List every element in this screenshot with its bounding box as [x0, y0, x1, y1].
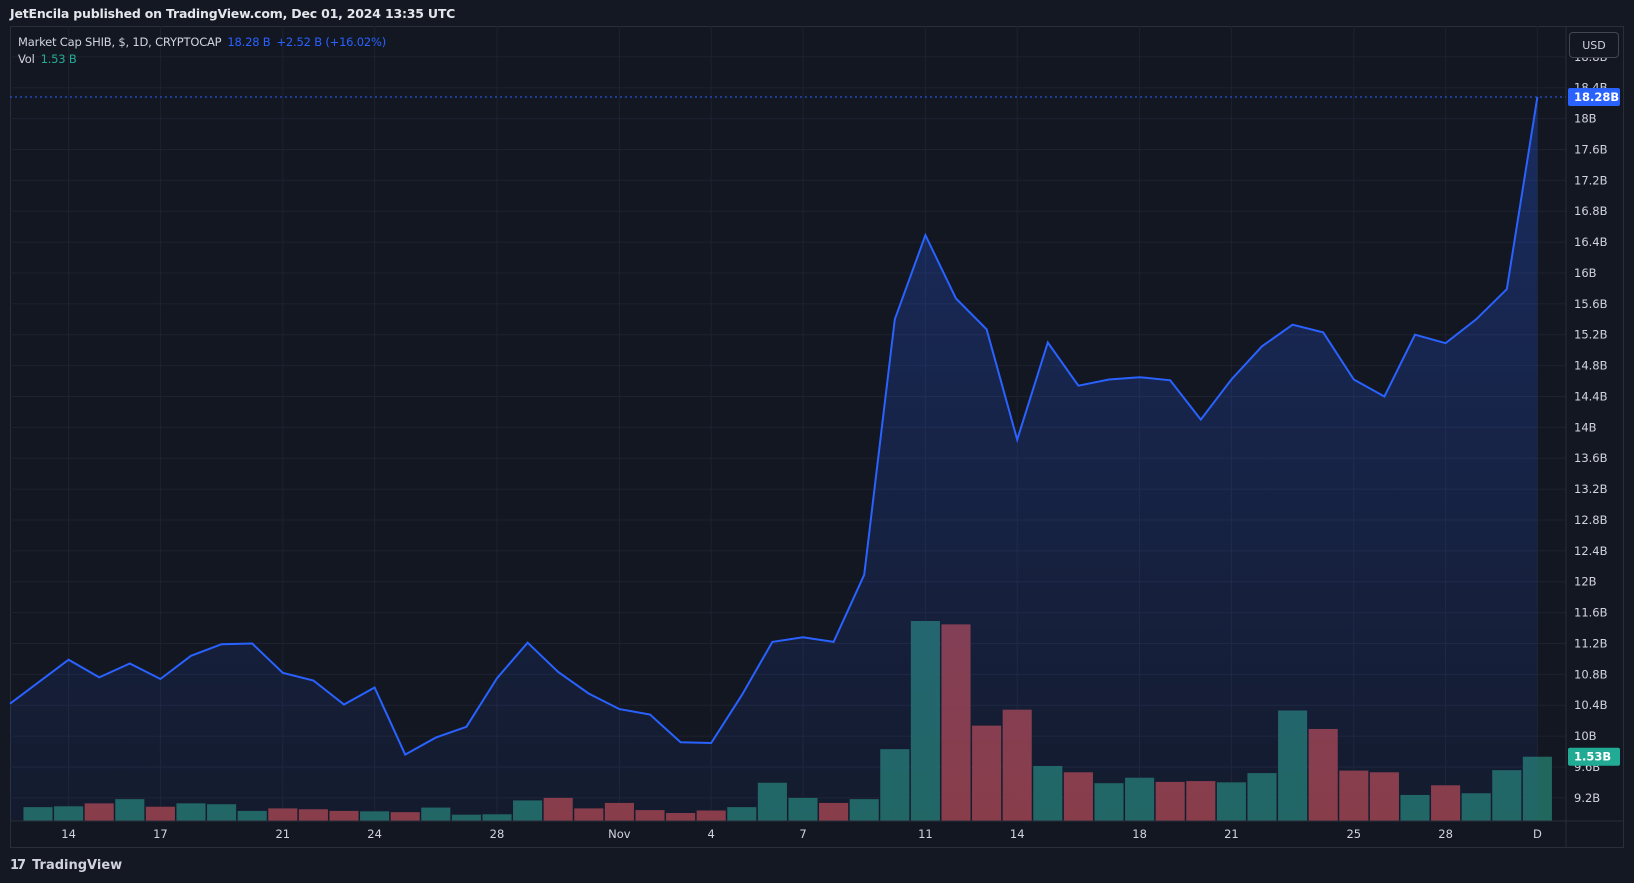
price-tick-label: 14.4B — [1574, 389, 1608, 403]
legend-volume-label[interactable]: Vol — [18, 52, 35, 66]
chart-legend: Market Cap SHIB, $, 1D, CRYPTOCAP 18.28 … — [18, 34, 386, 68]
publish-header: JetEncila published on TradingView.com, … — [10, 6, 456, 21]
price-tick-label: 15.6B — [1574, 297, 1608, 311]
market-cap-line — [9, 96, 1539, 756]
time-tick-label: D — [1533, 827, 1542, 841]
price-tick-label: 13.2B — [1574, 482, 1608, 496]
currency-button[interactable]: USD — [1569, 32, 1619, 58]
legend-symbol-title[interactable]: Market Cap SHIB, $, 1D, CRYPTOCAP — [18, 35, 222, 49]
time-tick-label: 14 — [1010, 827, 1025, 841]
price-tick-label: 18B — [1574, 112, 1597, 126]
price-tick-label: 12.8B — [1574, 513, 1608, 527]
time-tick-label: 14 — [61, 827, 76, 841]
price-tick-label: 12.4B — [1574, 544, 1608, 558]
price-tick-label: 17.6B — [1574, 142, 1608, 156]
volume-tag-text: 1.53B — [1574, 750, 1611, 764]
tradingview-footer[interactable]: 17 TradingView — [10, 858, 122, 873]
price-tick-label: 12B — [1574, 575, 1597, 589]
tradingview-logo-icon: 17 — [10, 858, 26, 873]
legend-last-value: 18.28 B — [227, 35, 271, 49]
price-tick-label: 14.8B — [1574, 359, 1608, 373]
price-tick-label: 11.6B — [1574, 606, 1608, 620]
time-tick-label: Nov — [608, 827, 631, 841]
time-axis[interactable]: 14 17 21 24 28 Nov 4 7 11 14 18 21 25 28 D — [61, 827, 1542, 841]
time-tick-label: 7 — [799, 827, 806, 841]
price-tick-label: 16.8B — [1574, 204, 1608, 218]
time-tick-label: 21 — [1224, 827, 1239, 841]
price-tag-bg — [1568, 88, 1620, 107]
legend-change: +2.52 B (+16.02%) — [276, 35, 387, 49]
tradingview-brand: TradingView — [32, 858, 123, 873]
price-tick-label: 16.4B — [1574, 235, 1608, 249]
current-volume-tag: 1.53B — [1568, 747, 1620, 766]
price-tick-label: 17.2B — [1574, 173, 1608, 187]
price-tick-label: 16B — [1574, 266, 1597, 280]
time-tick-label: 28 — [1438, 827, 1453, 841]
price-tick-label: 15.2B — [1574, 328, 1608, 342]
time-tick-label: 11 — [918, 827, 933, 841]
time-tick-label: 25 — [1346, 827, 1361, 841]
price-tick-label: 14B — [1574, 420, 1597, 434]
time-tick-label: 24 — [367, 827, 382, 841]
time-tick-label: 4 — [708, 827, 715, 841]
price-tag-text: 18.28B — [1574, 90, 1619, 104]
legend-volume-value: 1.53 B — [40, 52, 77, 66]
time-tick-label: 18 — [1132, 827, 1147, 841]
price-tick-label: 10.4B — [1574, 698, 1608, 712]
time-tick-label: 17 — [153, 827, 168, 841]
price-tick-label: 10B — [1574, 729, 1597, 743]
volume-tag-bg — [1568, 747, 1620, 766]
price-tick-label: 9.2B — [1574, 791, 1600, 805]
price-tick-label: 11.2B — [1574, 636, 1608, 650]
price-tick-label: 13.6B — [1574, 451, 1608, 465]
market-cap-area — [10, 97, 1538, 821]
time-tick-label: 21 — [275, 827, 290, 841]
time-tick-label: 28 — [490, 827, 505, 841]
current-price-tag: 18.28B — [1568, 88, 1620, 107]
price-axis[interactable]: 18.8B18.4B18B17.6B17.2B16.8B16.4B16B15.6… — [1574, 50, 1608, 805]
price-tick-label: 10.8B — [1574, 667, 1608, 681]
